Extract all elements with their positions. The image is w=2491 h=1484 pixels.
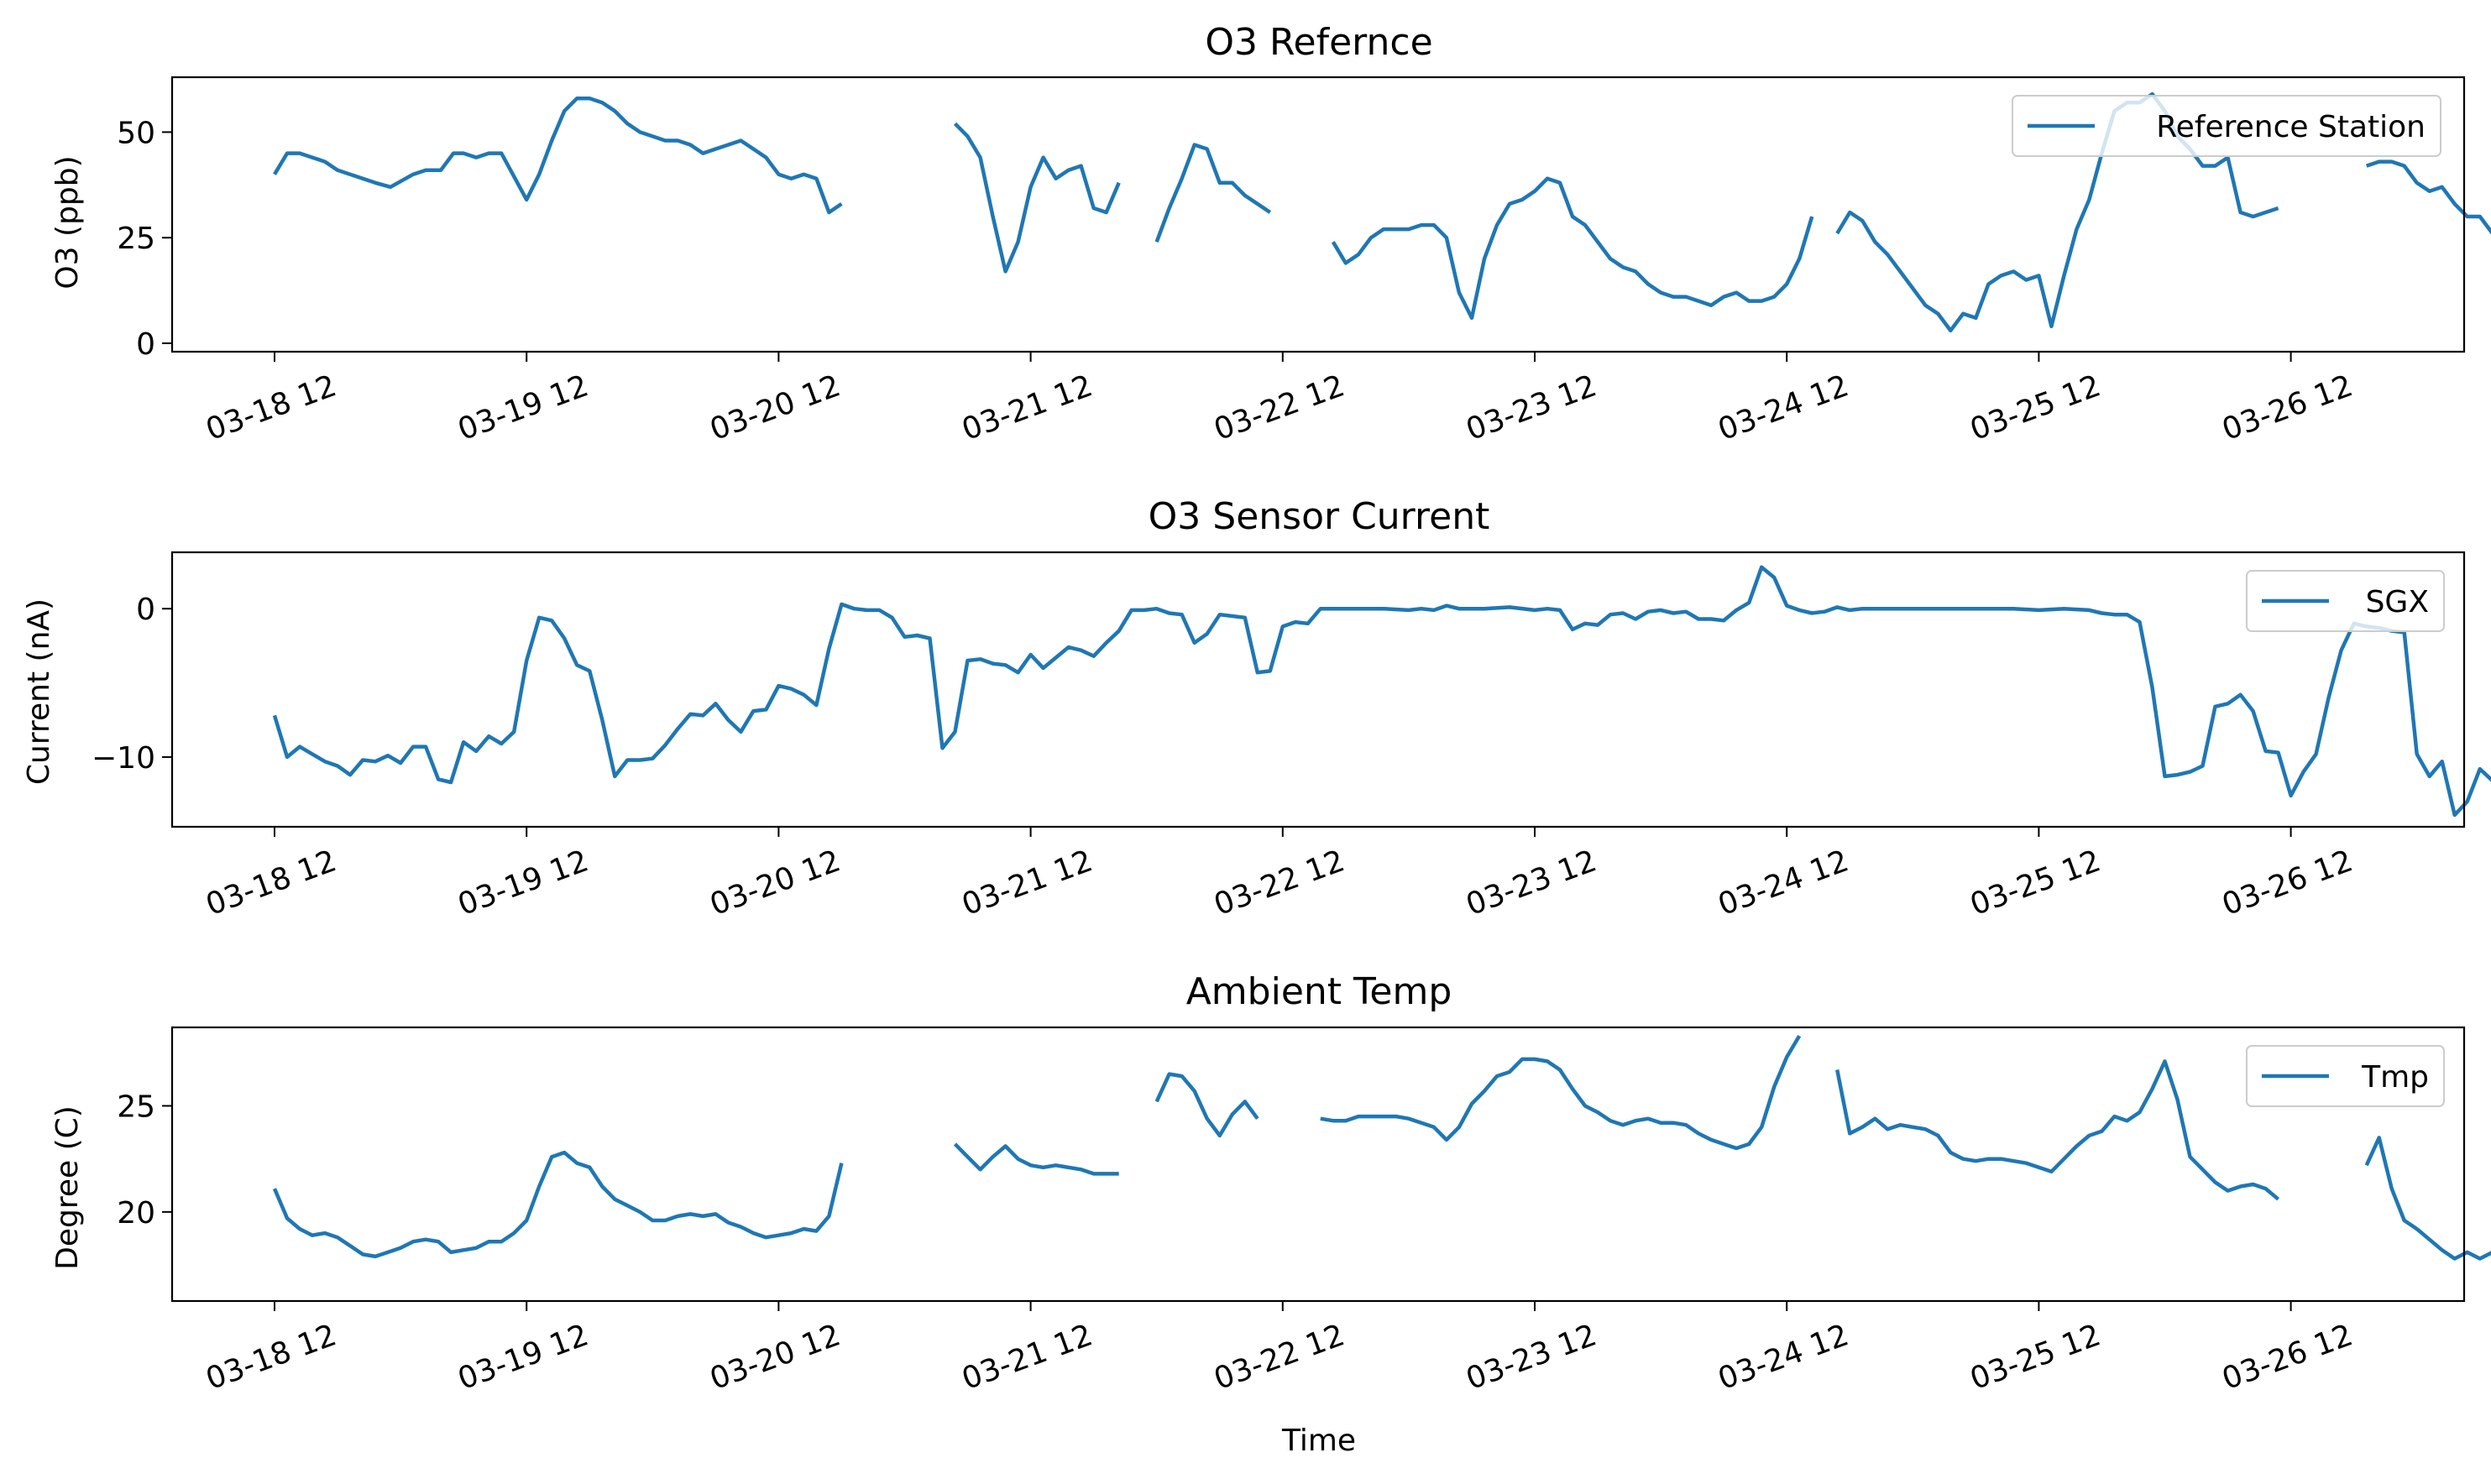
series-line <box>1331 176 1814 321</box>
series-line <box>2364 1136 2491 1261</box>
y-axis-label: Degree (C) <box>50 1105 85 1270</box>
series-line <box>1154 143 1272 243</box>
series-line <box>953 122 1121 274</box>
legend-box <box>2246 570 2445 632</box>
series-line <box>1835 91 2279 333</box>
y-tick-label: 20 <box>117 1196 155 1231</box>
y-axis-label: O3 (ppb) <box>50 155 85 289</box>
series-line <box>1320 1034 1802 1151</box>
chart-title: Ambient Temp <box>1186 970 1452 1013</box>
y-tick-label: 25 <box>117 1090 155 1125</box>
legend-box <box>2246 1045 2445 1107</box>
series-line <box>273 96 843 215</box>
y-tick-label: 0 <box>136 327 155 362</box>
series-line <box>1154 1072 1259 1138</box>
series-line <box>272 1150 844 1259</box>
axes-frame <box>170 76 2466 353</box>
legend-box <box>2012 95 2441 157</box>
y-tick-label: 25 <box>117 222 155 256</box>
y-tick-label: −10 <box>92 741 155 776</box>
axes-frame <box>170 551 2466 828</box>
y-tick-label: 50 <box>117 116 155 150</box>
series-line <box>272 565 2491 818</box>
series-line <box>953 1142 1119 1176</box>
chart-title: O3 Sensor Current <box>1149 495 1490 538</box>
y-tick-label: 0 <box>136 593 155 627</box>
y-axis-label: Current (nA) <box>22 598 56 785</box>
chart-title: O3 Refernce <box>1205 21 1432 64</box>
legend-label: SGX <box>2366 585 2429 619</box>
legend-label: Reference Station <box>2156 110 2426 144</box>
legend-label: Tmp <box>2361 1060 2429 1095</box>
series-line <box>2365 159 2491 235</box>
x-axis-label: Time <box>1281 1424 1356 1458</box>
axes-frame <box>170 1026 2466 1303</box>
series-line <box>1834 1059 2280 1201</box>
